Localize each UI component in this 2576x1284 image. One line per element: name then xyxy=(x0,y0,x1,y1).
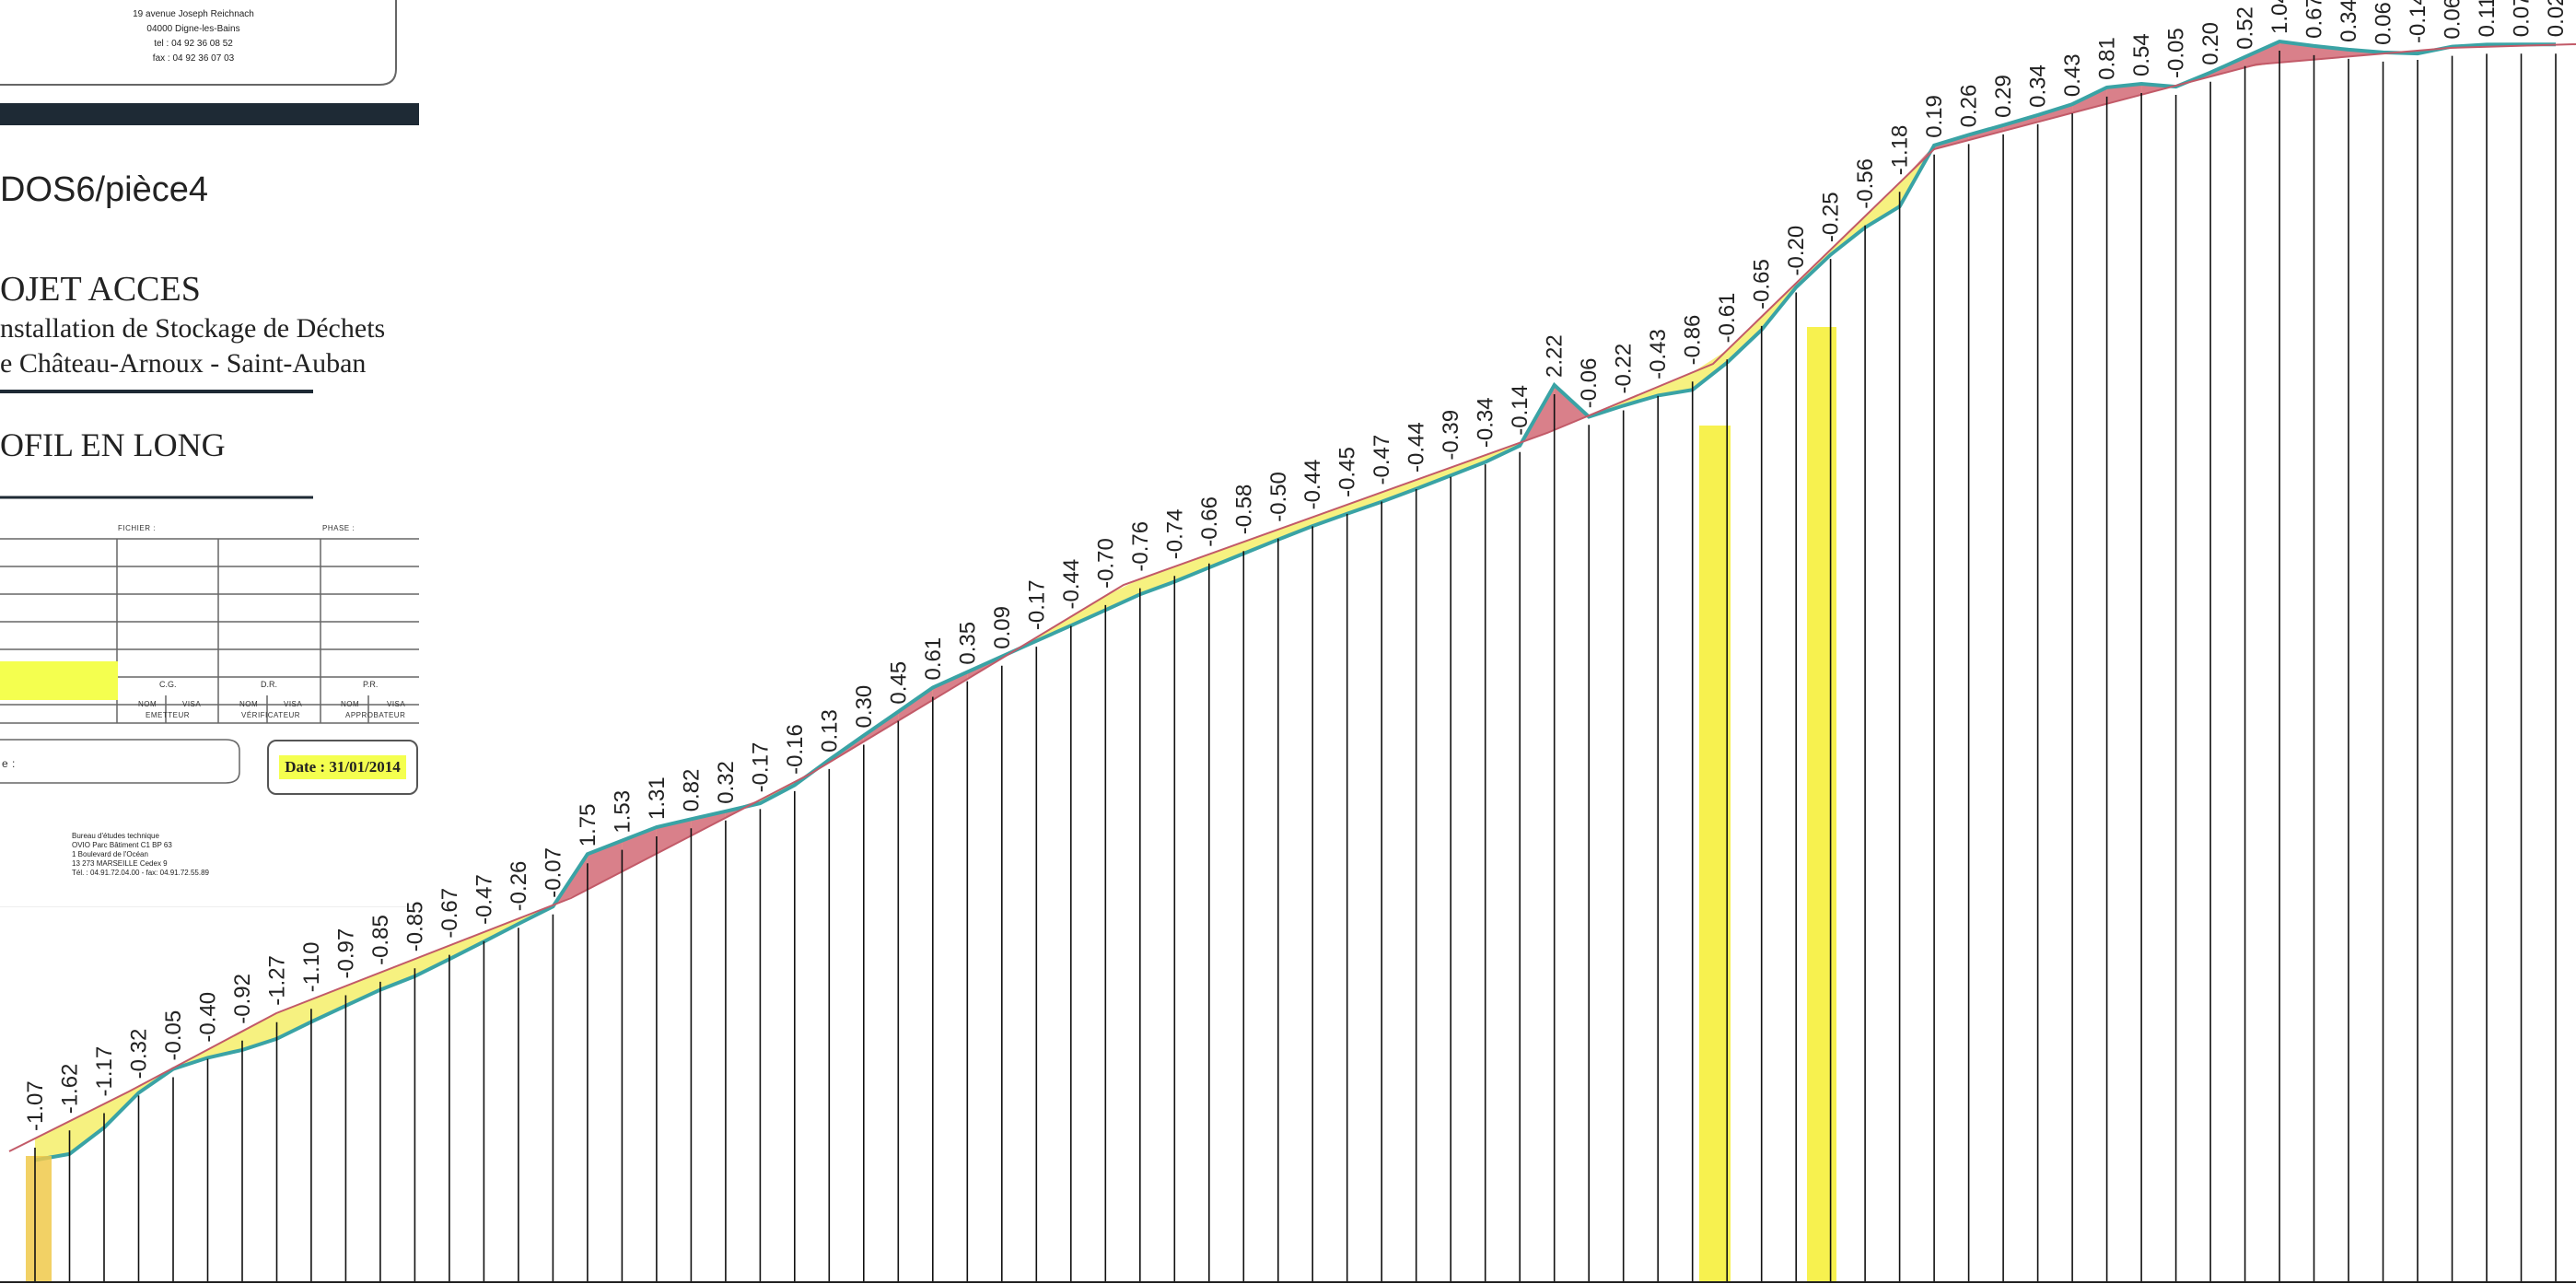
elevation-difference-label: -0.85 xyxy=(368,915,393,965)
elevation-difference-label: -0.05 xyxy=(161,1010,186,1061)
elevation-difference-label: 0.45 xyxy=(886,661,911,705)
elevation-difference-label: -0.44 xyxy=(1059,559,1084,610)
elevation-difference-label: -0.17 xyxy=(748,742,773,793)
elevation-difference-label: -0.65 xyxy=(1750,259,1775,309)
elevation-difference-label: -0.26 xyxy=(507,861,531,912)
elevation-difference-label: 1.53 xyxy=(610,790,635,834)
elevation-difference-label: 0.35 xyxy=(955,622,980,665)
elevation-difference-label: -0.66 xyxy=(1197,496,1222,547)
elevation-difference-label: 0.29 xyxy=(1991,75,2016,118)
terrain-line xyxy=(35,41,2556,1161)
elevation-difference-label: 0.81 xyxy=(2095,37,2120,80)
elevation-difference-label: -0.70 xyxy=(1093,538,1118,589)
elevation-difference-label: 1.75 xyxy=(576,803,600,846)
elevation-difference-label: -1.18 xyxy=(1888,125,1913,176)
elevation-difference-label: -1.62 xyxy=(58,1064,83,1115)
elevation-difference-label: -0.39 xyxy=(1439,410,1463,461)
elevation-difference-label: -0.40 xyxy=(196,992,221,1043)
elevation-difference-label: -0.47 xyxy=(1370,435,1394,485)
elevation-difference-label: -0.61 xyxy=(1715,293,1740,344)
elevation-difference-label: 0.19 xyxy=(1922,95,1947,138)
elevation-difference-label: -0.22 xyxy=(1612,344,1637,394)
elevation-difference-label: 1.31 xyxy=(645,776,670,820)
elevation-difference-label: -0.92 xyxy=(230,974,255,1024)
elevation-difference-label: -0.86 xyxy=(1681,315,1706,366)
elevation-difference-label: 0.30 xyxy=(852,685,877,729)
elevation-difference-label: 0.06 xyxy=(2441,0,2465,40)
elevation-difference-label: -1.17 xyxy=(92,1046,117,1097)
elevation-difference-label: -0.44 xyxy=(1300,460,1325,510)
elevation-difference-label: 0.09 xyxy=(990,606,1015,649)
highlight-column xyxy=(26,1156,52,1282)
elevation-difference-label: -1.27 xyxy=(265,955,290,1006)
elevation-difference-label: -0.74 xyxy=(1162,508,1187,559)
elevation-difference-label: -0.56 xyxy=(1853,158,1878,209)
elevation-difference-label: -0.67 xyxy=(437,888,462,939)
elevation-difference-label: -0.97 xyxy=(333,928,358,979)
elevation-difference-label: -0.44 xyxy=(1405,422,1429,473)
highlight-column xyxy=(1807,327,1836,1282)
elevation-difference-label: -0.47 xyxy=(472,874,496,925)
elevation-difference-label: 2.22 xyxy=(1543,334,1568,378)
elevation-difference-label: -0.25 xyxy=(1819,192,1844,242)
elevation-difference-label: -0.76 xyxy=(1128,521,1153,572)
elevation-difference-label: 0.13 xyxy=(817,709,842,753)
elevation-difference-label: 0.61 xyxy=(921,637,946,681)
elevation-difference-label: -0.45 xyxy=(1335,447,1360,497)
elevation-difference-label: -0.17 xyxy=(1024,579,1049,630)
elevation-difference-label: -0.16 xyxy=(783,724,808,775)
elevation-difference-label: 0.52 xyxy=(2233,6,2258,50)
elevation-difference-label: 0.11 xyxy=(2475,0,2500,37)
elevation-difference-label: 0.54 xyxy=(2129,33,2154,76)
elevation-difference-label: 0.67 xyxy=(2302,0,2327,39)
elevation-difference-label: -0.20 xyxy=(1784,226,1809,276)
elevation-difference-label: -0.14 xyxy=(1508,385,1533,436)
elevation-difference-label: 0.32 xyxy=(714,761,739,804)
elevation-difference-label: 0.43 xyxy=(2060,53,2085,97)
elevation-difference-label: -0.32 xyxy=(127,1029,152,1080)
elevation-difference-label: 0.34 xyxy=(2337,0,2361,42)
elevation-difference-label: 1.04 xyxy=(2267,0,2292,34)
elevation-difference-label: 0.82 xyxy=(679,769,704,812)
elevation-difference-label: -0.85 xyxy=(402,901,427,951)
cut-fill-area xyxy=(35,41,2556,1161)
elevation-difference-label: -0.07 xyxy=(541,847,565,898)
elevation-difference-label: -0.58 xyxy=(1231,484,1256,535)
elevation-difference-label: -0.14 xyxy=(2406,0,2430,43)
elevation-difference-label: -0.05 xyxy=(2164,28,2189,78)
elevation-difference-label: 0.20 xyxy=(2198,22,2223,65)
elevation-difference-label: -0.06 xyxy=(1577,357,1602,408)
elevation-difference-label: 0.34 xyxy=(2026,64,2051,108)
highlight-column xyxy=(1699,426,1731,1282)
elevation-difference-label: -1.10 xyxy=(299,941,324,992)
elevation-difference-label: -1.07 xyxy=(23,1080,48,1131)
elevation-difference-label: -0.50 xyxy=(1266,472,1291,522)
elevation-difference-label: -0.34 xyxy=(1474,397,1498,448)
elevation-difference-label: 0.02 xyxy=(2544,0,2569,37)
elevation-difference-label: 0.07 xyxy=(2510,0,2535,37)
elevation-difference-label: -0.43 xyxy=(1646,329,1671,379)
elevation-difference-label: 0.06 xyxy=(2372,2,2396,45)
elevation-difference-label: 0.26 xyxy=(1957,85,1982,128)
